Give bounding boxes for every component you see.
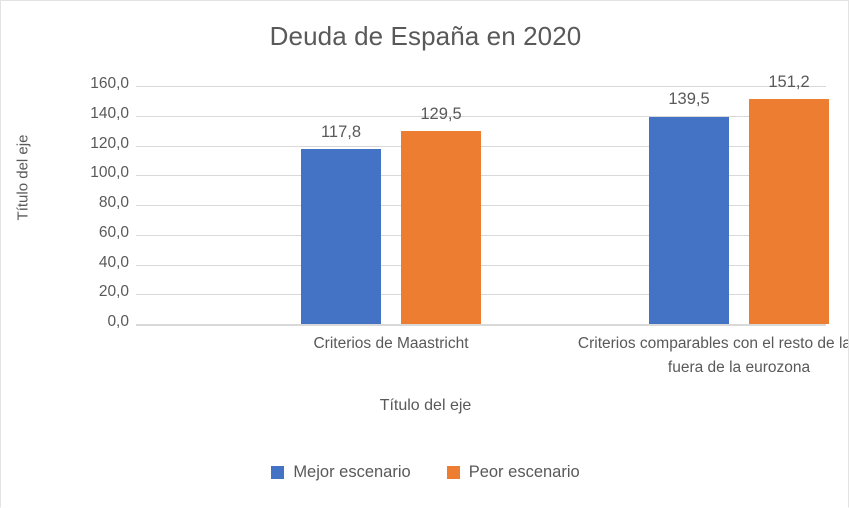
bar-data-label: 129,5 <box>420 105 462 124</box>
y-axis-tick-labels: 160,0 140,0 120,0 100,0 80,0 60,0 40,0 20,0 0,0 <box>41 75 129 330</box>
bar <box>401 131 481 324</box>
x-axis-category-label: Criterios de Maastricht <box>313 335 469 352</box>
y-axis-tick-label: 80,0 <box>98 194 129 211</box>
gridline <box>136 175 826 177</box>
y-axis-tick-label: 40,0 <box>98 253 129 271</box>
chart-legend: Mejor escenario Peor escenario <box>1 463 848 482</box>
gridline <box>136 294 826 296</box>
gridline <box>136 86 826 87</box>
bar-data-label: 117,8 <box>320 122 362 141</box>
bar-data-label: 139,5 <box>668 90 710 109</box>
gridline <box>136 205 826 206</box>
gridline <box>136 264 826 266</box>
gridline <box>136 115 826 117</box>
legend-swatch-icon <box>271 466 285 479</box>
x-axis-category-labels: Criterios de Maastricht Criterios compara… <box>136 332 848 392</box>
y-axis-tick-label: 160,0 <box>90 75 129 92</box>
bar <box>301 148 381 324</box>
bar <box>649 116 729 324</box>
x-axis-title: Título del eje <box>379 397 472 414</box>
legend-item[interactable]: Peor escenario <box>446 463 580 482</box>
axis-baseline <box>136 324 826 326</box>
legend-label: Mejor escenario <box>293 463 411 481</box>
y-axis-tick-label: 100,0 <box>90 164 129 182</box>
y-axis-tick-label: 140,0 <box>90 104 129 122</box>
y-axis-title: Título del eje <box>14 134 32 221</box>
y-axis-tick-label: 120,0 <box>90 134 129 152</box>
gridline <box>136 234 826 236</box>
legend-label: Peor escenario <box>468 463 580 481</box>
y-axis-tick-label: 0,0 <box>107 313 129 330</box>
plot-area: 117,8 129,5 139,5 151,2 <box>136 73 829 326</box>
y-axis-tick-label: 60,0 <box>98 223 129 241</box>
bar <box>749 99 829 324</box>
x-axis-category-label: Criterios comparables con el resto de la… <box>577 335 848 376</box>
y-axis-tick-label: 20,0 <box>98 283 129 301</box>
legend-swatch-icon <box>446 466 460 479</box>
bar-data-label: 151,2 <box>768 73 810 92</box>
chart-title: Deuda de España en 2020 <box>269 21 582 51</box>
legend-item[interactable]: Mejor escenario <box>271 463 411 482</box>
gridline <box>136 145 826 147</box>
